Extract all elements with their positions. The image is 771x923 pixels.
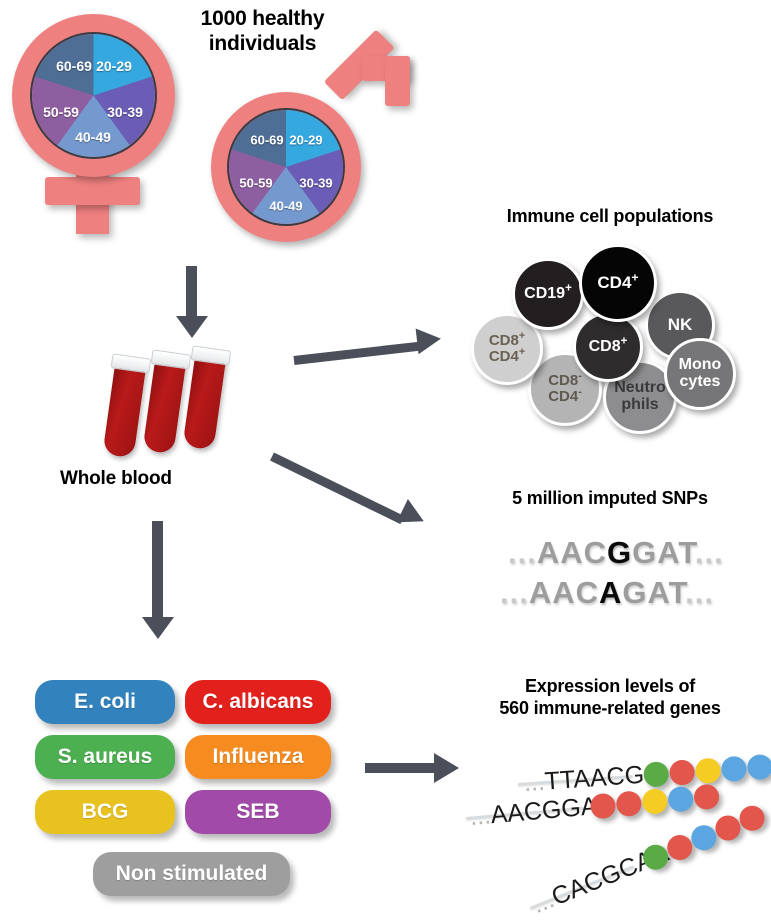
expression-section-title: Expression levels of 560 immune-related g… bbox=[499, 676, 721, 718]
female-symbol-crossbar bbox=[45, 177, 140, 205]
pie-label-60-69: 60-69 bbox=[250, 132, 284, 148]
immune-cell-label: Mono cytes bbox=[678, 356, 722, 390]
pie-slices bbox=[229, 110, 343, 224]
pie-label-40-49: 40-49 bbox=[75, 129, 111, 145]
pie-label-20-29: 20-29 bbox=[96, 58, 132, 74]
pie-label-60-69: 60-69 bbox=[56, 58, 92, 74]
snp-tail: GAT bbox=[622, 575, 686, 610]
whole-blood-label: Whole blood bbox=[60, 468, 172, 489]
snp-tail: GAT bbox=[632, 535, 695, 570]
snp-prefix: ... bbox=[500, 575, 529, 610]
pie-label-20-29: 20-29 bbox=[289, 132, 323, 148]
pie-label-50-59: 50-59 bbox=[239, 175, 273, 191]
immune-cell-label: CD8- CD4- bbox=[548, 370, 582, 405]
snp-sequence-row: ...AACAGAT... bbox=[500, 575, 714, 611]
expression-bead bbox=[641, 787, 669, 816]
immune-cell-label: CD19+ bbox=[524, 282, 572, 302]
snp-variant-allele: A bbox=[599, 575, 623, 610]
female-age-pie: 20-29 30-39 40-49 50-59 60-69 bbox=[30, 32, 157, 159]
snp-section-title: 5 million imputed SNPs bbox=[512, 488, 708, 508]
stimulus-seb[interactable]: SEB bbox=[185, 790, 331, 834]
immune-cell-label: CD8+ CD4+ bbox=[488, 330, 526, 365]
expression-bead bbox=[746, 753, 771, 781]
pie-label-30-39: 30-39 bbox=[107, 104, 143, 120]
male-symbol-arrowhead-side bbox=[385, 56, 410, 106]
immune-cell-monocytes: Mono cytes bbox=[664, 338, 736, 410]
snp-suffix: ... bbox=[685, 575, 714, 610]
snp-lead: AAC bbox=[528, 575, 600, 610]
immune-cell-label: NK bbox=[667, 315, 693, 335]
pie-label-30-39: 30-39 bbox=[299, 175, 333, 191]
stimulus-s-aureus[interactable]: S. aureus bbox=[35, 735, 175, 779]
immune-cell-label: CD8+ bbox=[588, 335, 628, 355]
snp-variant-allele: G bbox=[607, 535, 633, 570]
immune-section-title: Immune cell populations bbox=[506, 206, 714, 226]
expression-bead bbox=[667, 785, 695, 813]
stimulus-non-stimulated[interactable]: Non stimulated bbox=[93, 852, 290, 896]
snp-suffix: ... bbox=[694, 535, 724, 570]
male-symbol: 20-29 30-39 40-49 50-59 60-69 bbox=[205, 29, 420, 245]
blood-tube bbox=[102, 353, 152, 459]
page-title: 1000 healthy individuals bbox=[200, 7, 325, 55]
stimulus-influenza[interactable]: Influenza bbox=[185, 735, 331, 779]
immune-cell-cd8pos: CD8+ bbox=[573, 312, 643, 382]
stimulus-c-albicans[interactable]: C. albicans bbox=[185, 680, 331, 724]
immune-cell-label: CD4+ bbox=[597, 270, 639, 293]
stimulus-bcg[interactable]: BCG bbox=[35, 790, 175, 834]
expression-bead bbox=[615, 790, 643, 818]
pie-slices bbox=[32, 34, 155, 157]
strand-sequence: ...AACGGAT bbox=[468, 790, 612, 832]
snp-sequence-row: ...AACGGAT... bbox=[508, 535, 724, 571]
blood-tubes bbox=[102, 345, 250, 465]
pie-label-40-49: 40-49 bbox=[269, 198, 303, 214]
snp-prefix: ... bbox=[508, 535, 537, 570]
stimulus-e-coli[interactable]: E. coli bbox=[35, 680, 175, 724]
snp-lead: AAC bbox=[536, 535, 608, 570]
female-symbol: 20-29 30-39 40-49 50-59 60-69 bbox=[12, 14, 182, 234]
immune-cell-cd4pos: CD4+ bbox=[579, 244, 657, 322]
immune-cell-label: Neutro phils bbox=[614, 379, 666, 413]
immune-cell-cd19pos: CD19+ bbox=[512, 258, 584, 330]
pie-label-50-59: 50-59 bbox=[43, 104, 79, 120]
male-age-pie: 20-29 30-39 40-49 50-59 60-69 bbox=[227, 108, 345, 226]
expression-bead bbox=[693, 783, 721, 811]
